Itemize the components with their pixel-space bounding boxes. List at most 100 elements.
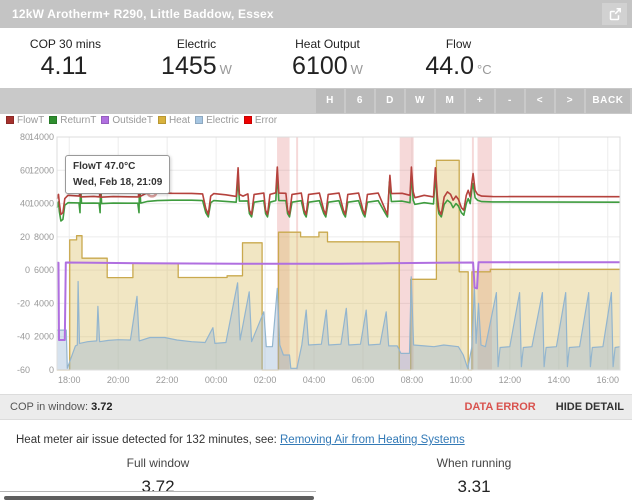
column-divider [0, 491, 316, 492]
legend-label: Error [254, 114, 278, 126]
share-icon [609, 8, 621, 21]
status-bar: COP in window: 3.72 DATA ERROR HIDE DETA… [0, 394, 632, 420]
legend-label: Electric [206, 114, 239, 126]
legend-label: FlowT [17, 114, 45, 126]
stat-label: Electric [176, 37, 217, 51]
range-button--[interactable]: - [496, 89, 524, 113]
range-button-6[interactable]: 6 [346, 89, 374, 113]
summary-when-running: When running 3.31 [316, 456, 632, 497]
svg-text:10:00: 10:00 [450, 375, 473, 385]
air-issue-text: Heat meter air issue detected for 132 mi… [16, 434, 280, 446]
air-issue-notice: Heat meter air issue detected for 132 mi… [0, 420, 632, 456]
svg-text:04:00: 04:00 [303, 375, 326, 385]
svg-text:40: 40 [20, 199, 30, 209]
svg-text:08:00: 08:00 [401, 375, 424, 385]
svg-text:8000: 8000 [34, 232, 54, 242]
horizontal-scrollbar-thumb[interactable] [4, 496, 314, 500]
data-error-link[interactable]: DATA ERROR [464, 401, 536, 413]
summary-label: Full window [126, 456, 190, 470]
stat-heat-output: Heat Output 6100 W [262, 30, 393, 84]
status-bar-actions: DATA ERROR HIDE DETAIL [464, 401, 632, 413]
stat-unit: W [350, 62, 363, 77]
chart-legend: FlowT ReturnT OutsideT Heat Electric Error [6, 113, 282, 127]
tooltip-value: FlowT 47.0°C [73, 161, 136, 172]
svg-text:16:00: 16:00 [596, 375, 619, 385]
range-buttons: H 6 D W M + - < > BACK [316, 89, 630, 113]
stat-label: COP 30 mins [29, 37, 102, 51]
svg-text:12:00: 12:00 [499, 375, 522, 385]
chart-area: 80 60 40 20 0 -20 -40 -60 14000 12000 10000 8000 600… [0, 127, 632, 393]
range-button-d[interactable]: D [376, 89, 404, 113]
svg-text:10000: 10000 [29, 199, 54, 209]
range-button-+[interactable]: + [466, 89, 494, 113]
svg-text:14:00: 14:00 [548, 375, 571, 385]
svg-text:-40: -40 [17, 332, 30, 342]
svg-text:18:00: 18:00 [58, 375, 81, 385]
legend-swatch [101, 116, 110, 124]
stat-unit: W [219, 62, 232, 77]
stat-electric: Electric 1455 W [131, 30, 262, 84]
chart-tooltip: FlowT 47.0°C Wed, Feb 18, 21:09 [65, 155, 171, 194]
legend-label: ReturnT [60, 114, 97, 126]
svg-text:20: 20 [20, 232, 30, 242]
stat-label: Heat Output [295, 37, 360, 51]
range-button-<[interactable]: < [526, 89, 554, 113]
svg-text:14000: 14000 [29, 132, 54, 142]
legend-item-electric: Electric [195, 115, 239, 126]
range-button-back[interactable]: BACK [586, 89, 630, 113]
cop-window-value: 3.72 [91, 401, 113, 413]
share-button[interactable] [602, 3, 627, 25]
svg-text:2000: 2000 [34, 332, 54, 342]
legend-swatch [6, 116, 14, 124]
stats-row: COP 30 mins 4.11 Electric 1455 W Heat Out… [0, 30, 524, 84]
stat-unit: °C [477, 62, 492, 77]
range-button->[interactable]: > [556, 89, 584, 113]
svg-text:0: 0 [49, 365, 54, 375]
title-bar: 12kW Arotherm+ R290, Little Baddow, Esse… [0, 0, 632, 28]
stat-value: 4.11 [40, 52, 88, 80]
svg-text:06:00: 06:00 [352, 375, 375, 385]
legend-label: OutsideT [112, 114, 153, 126]
summary-label: When running [436, 456, 512, 470]
stat-value: 1455 W [161, 52, 232, 80]
cop-window-label: COP in window: [10, 401, 89, 413]
svg-text:0: 0 [25, 265, 30, 275]
svg-text:00:00: 00:00 [205, 375, 228, 385]
page-title: 12kW Arotherm+ R290, Little Baddow, Esse… [12, 7, 274, 21]
tooltip-time: Wed, Feb 18, 21:09 [73, 176, 163, 188]
svg-text:-60: -60 [17, 365, 30, 375]
summary-value: 3.72 [141, 477, 175, 496]
stat-flow: Flow 44.0 °C [393, 30, 524, 84]
range-button-w[interactable]: W [406, 89, 434, 113]
range-button-h[interactable]: H [316, 89, 344, 113]
timeseries-chart[interactable]: 80 60 40 20 0 -20 -40 -60 14000 12000 10000 8000 600… [0, 127, 632, 393]
legend-swatch [195, 116, 204, 124]
svg-text:80: 80 [20, 132, 30, 142]
legend-item-returnt: ReturnT [49, 115, 96, 126]
stat-cop-30-mins: COP 30 mins 4.11 [0, 30, 131, 84]
legend-swatch [49, 116, 58, 124]
svg-text:20:00: 20:00 [107, 375, 130, 385]
legend-item-flowt: FlowT [6, 115, 44, 126]
legend-swatch [243, 116, 252, 124]
cop-in-window: COP in window: 3.72 [0, 401, 113, 413]
air-issue-link[interactable]: Removing Air from Heating Systems [280, 434, 465, 446]
legend-item-outsidet: OutsideT [101, 115, 153, 126]
hide-detail-link[interactable]: HIDE DETAIL [555, 401, 624, 413]
legend-swatch [157, 116, 166, 124]
stat-value: 44.0 °C [425, 52, 492, 80]
range-toolbar: H 6 D W M + - < > BACK [0, 88, 632, 114]
svg-text:60: 60 [20, 165, 30, 175]
legend-item-error: Error [243, 114, 278, 126]
svg-text:22:00: 22:00 [156, 375, 179, 385]
svg-text:12000: 12000 [29, 165, 54, 175]
summary-value: 3.31 [457, 477, 491, 496]
svg-text:6000: 6000 [34, 265, 54, 275]
legend-item-heat: Heat [157, 114, 191, 126]
legend-label: Heat [168, 114, 191, 126]
svg-text:02:00: 02:00 [254, 375, 277, 385]
stat-label: Flow [445, 37, 472, 51]
range-button-m[interactable]: M [436, 89, 464, 113]
svg-text:-20: -20 [17, 298, 30, 308]
